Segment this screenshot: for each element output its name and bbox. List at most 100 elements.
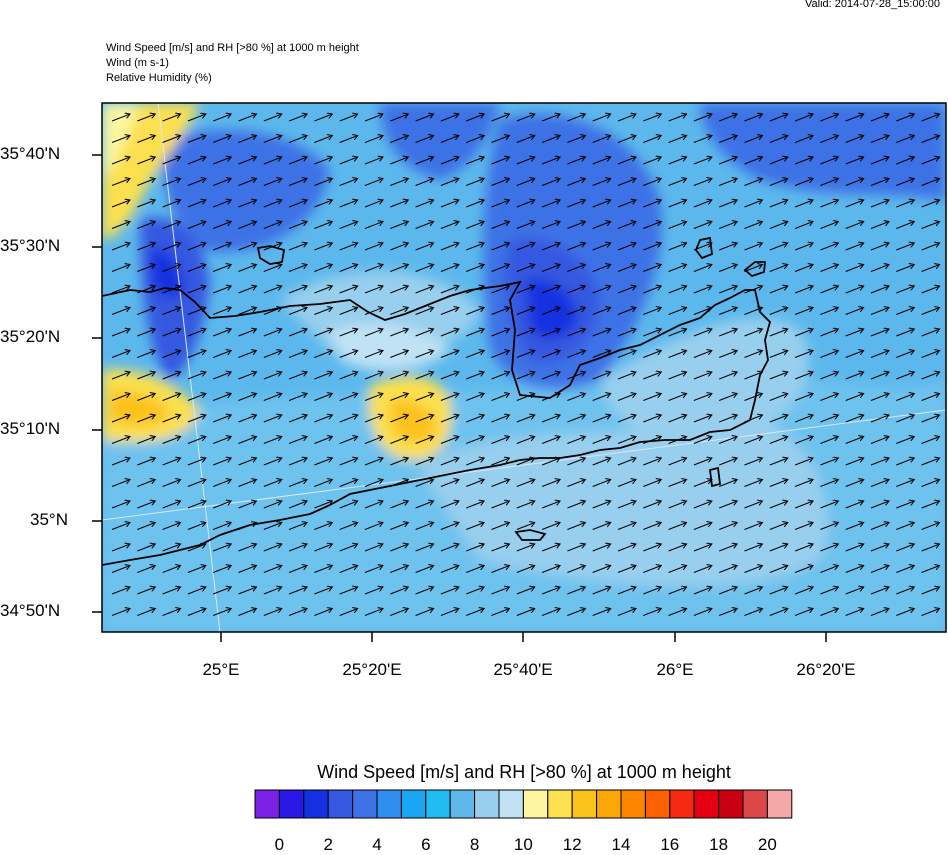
- wind-arrow: [415, 222, 434, 229]
- wind-arrow: [592, 286, 611, 294]
- wind-arrow: [693, 587, 712, 595]
- wind-arrow: [263, 437, 282, 444]
- wind-arrow: [668, 136, 687, 143]
- wind-arrow: [162, 329, 181, 337]
- wind-arrow: [541, 566, 560, 573]
- wind-arrow: [896, 501, 914, 509]
- wind-arrow: [339, 243, 358, 251]
- wind-arrow: [567, 114, 585, 122]
- wind-arrow: [693, 480, 712, 487]
- wind-arrow: [238, 372, 257, 380]
- wind-arrow: [263, 243, 282, 251]
- wind-arrow: [617, 394, 636, 401]
- wind-arrow: [390, 351, 408, 358]
- wind-arrow: [567, 415, 585, 423]
- wind-arrow: [794, 501, 813, 509]
- wind-arrow: [263, 329, 282, 337]
- wind-arrow: [693, 157, 712, 165]
- wind-arrow: [466, 243, 484, 251]
- lat-label: 35°40'N: [0, 144, 61, 163]
- wind-arrow: [845, 544, 864, 552]
- wind-arrow: [213, 523, 231, 530]
- wind-arrow: [668, 372, 687, 380]
- wind-arrow: [794, 136, 813, 143]
- wind-arrow: [111, 372, 130, 380]
- wind-arrow: [466, 136, 484, 143]
- wind-arrow: [668, 523, 687, 530]
- wind-arrow: [693, 523, 712, 530]
- wind-arrow: [643, 501, 661, 509]
- wind-arrow: [137, 523, 155, 530]
- wind-arrow: [339, 265, 358, 272]
- wind-arrow: [541, 372, 560, 380]
- wind-arrow: [238, 394, 257, 401]
- lon-label: 25°20'E: [342, 660, 402, 679]
- wind-arrow: [516, 222, 535, 229]
- wind-arrow: [415, 458, 434, 466]
- wind-arrow: [769, 329, 788, 337]
- wind-arrow: [567, 480, 585, 487]
- wind-arrow: [111, 523, 130, 530]
- wind-arrow: [845, 394, 864, 401]
- wind-arrow: [769, 394, 788, 401]
- wind-arrow: [845, 308, 864, 315]
- wind-arrow: [440, 480, 459, 487]
- wind-arrow: [820, 372, 838, 380]
- wind-arrow: [491, 458, 510, 466]
- wind-arrow: [744, 200, 763, 208]
- wind-arrow: [187, 286, 206, 294]
- wind-arrow: [643, 415, 661, 423]
- header-line-2: Wind (m s-1): [106, 57, 169, 69]
- wind-arrow: [845, 458, 864, 466]
- wind-arrow: [187, 523, 206, 530]
- wind-arrow: [491, 114, 510, 122]
- colorbar-label: 10: [513, 835, 533, 854]
- colorbar-swatch: [376, 789, 402, 819]
- wind-arrow: [390, 243, 408, 251]
- wind-arrow: [339, 609, 358, 616]
- wind-arrow: [491, 308, 510, 315]
- colorbar-swatch: [254, 789, 280, 819]
- wind-arrow: [870, 222, 889, 229]
- wind-arrow: [314, 157, 332, 165]
- wind-arrow: [820, 265, 838, 272]
- colorbar-title: Wind Speed [m/s] and RH [>80 %] at 1000 …: [317, 762, 731, 782]
- wind-arrow: [668, 286, 687, 294]
- wind-arrow: [541, 157, 560, 165]
- wind-arrow: [137, 587, 155, 595]
- wind-arrow: [238, 566, 257, 573]
- wind-arrow: [921, 179, 940, 186]
- wind-arrow: [415, 394, 434, 401]
- header-line-1: Wind Speed [m/s] and RH [>80 %] at 1000 …: [106, 42, 359, 54]
- wind-arrow: [794, 480, 813, 487]
- wind-arrow: [187, 587, 206, 595]
- wind-arrow: [440, 222, 459, 229]
- wind-arrow: [567, 265, 585, 272]
- wind-arrow: [567, 157, 585, 165]
- wind-arrow: [111, 566, 130, 573]
- wind-arrow: [213, 200, 231, 208]
- wind-arrow: [415, 136, 434, 143]
- wind-arrow: [187, 351, 206, 358]
- wind-arrow: [744, 566, 763, 573]
- wind-arrow: [415, 265, 434, 272]
- wind-arrow: [870, 609, 889, 616]
- wind-arrow: [187, 222, 206, 229]
- wind-arrow: [466, 501, 484, 509]
- wind-arrow: [921, 523, 940, 530]
- wind-arrow: [187, 179, 206, 186]
- wind-arrow: [769, 372, 788, 380]
- wind-arrow: [187, 136, 206, 143]
- wind-arrow: [643, 372, 661, 380]
- wind-arrow: [845, 179, 864, 186]
- wind-arrow: [466, 415, 484, 423]
- wind-arrow: [541, 587, 560, 595]
- wind-arrow: [693, 394, 712, 401]
- wind-arrow: [643, 566, 661, 573]
- wind-arrow: [870, 501, 889, 509]
- wind-arrow: [693, 243, 712, 251]
- wind-arrow: [390, 372, 408, 380]
- wind-arrow: [769, 265, 788, 272]
- wind-arrow: [137, 566, 155, 573]
- wind-arrow: [263, 179, 282, 186]
